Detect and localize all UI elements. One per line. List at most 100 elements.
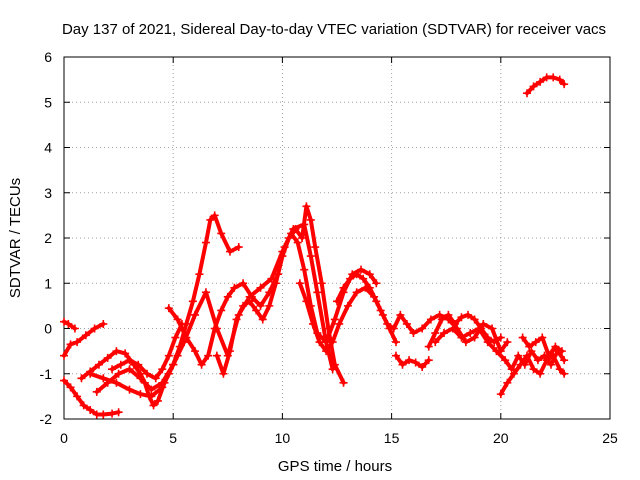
x-axis-label: GPS time / hours <box>278 458 392 475</box>
data-point <box>252 306 261 315</box>
data-point <box>470 333 479 342</box>
data-point <box>70 324 79 333</box>
data-point <box>551 342 560 351</box>
data-point <box>503 378 512 387</box>
data-point <box>424 356 433 365</box>
data-point <box>365 283 374 292</box>
data-point <box>223 292 232 301</box>
data-point <box>557 347 566 356</box>
data-point <box>219 369 228 378</box>
x-tick-label: 0 <box>60 430 68 446</box>
data-point <box>116 360 125 369</box>
data-point <box>112 378 121 387</box>
data-series <box>60 73 569 419</box>
data-point <box>457 333 466 342</box>
series-line <box>62 319 77 331</box>
series-line <box>110 322 184 381</box>
data-point <box>295 279 304 288</box>
series-line <box>498 353 567 397</box>
series-line <box>297 281 510 354</box>
data-point <box>324 324 333 333</box>
data-point <box>418 362 427 371</box>
data-point <box>114 369 123 378</box>
data-point <box>79 401 88 410</box>
data-point <box>523 351 532 360</box>
data-point <box>466 329 475 338</box>
data-point <box>405 356 414 365</box>
data-point <box>335 319 344 328</box>
x-tick-label: 15 <box>384 430 400 446</box>
data-point <box>450 319 459 328</box>
series-arc14 <box>431 324 569 374</box>
data-point <box>158 365 167 374</box>
data-point <box>188 297 197 306</box>
data-point <box>385 324 394 333</box>
data-point <box>212 351 221 360</box>
data-point <box>555 365 564 374</box>
data-point <box>195 270 204 279</box>
data-point <box>265 301 274 310</box>
data-point <box>435 310 444 319</box>
data-point <box>234 243 243 252</box>
data-point <box>64 319 73 328</box>
data-point <box>343 301 352 310</box>
y-tick-label: -2 <box>40 411 53 427</box>
data-point <box>372 279 381 288</box>
data-point <box>210 324 219 333</box>
y-tick-label: 6 <box>44 49 52 65</box>
data-point <box>411 358 420 367</box>
series-arc16 <box>518 333 566 360</box>
data-point <box>474 324 483 333</box>
data-point <box>315 338 324 347</box>
series-line <box>394 353 431 369</box>
data-point <box>346 274 355 283</box>
chart-title: Day 137 of 2021, Sidereal Day-to-day VTE… <box>62 21 606 38</box>
data-point <box>431 338 440 347</box>
data-point <box>225 247 234 256</box>
data-point <box>217 229 226 238</box>
data-point <box>225 347 234 356</box>
data-point <box>271 279 280 288</box>
data-point <box>396 310 405 319</box>
data-point <box>483 338 492 347</box>
data-point <box>142 369 151 378</box>
y-tick-label: 0 <box>44 321 52 337</box>
data-point <box>431 329 440 338</box>
data-point <box>180 338 189 347</box>
data-point <box>60 351 68 360</box>
series-line <box>335 272 398 345</box>
data-point <box>339 283 348 292</box>
data-point <box>73 392 82 401</box>
data-point <box>313 288 322 297</box>
data-point <box>542 356 551 365</box>
data-point <box>112 347 121 356</box>
data-point <box>308 319 317 328</box>
data-point <box>479 319 488 328</box>
data-point <box>125 356 134 365</box>
data-point <box>378 310 387 319</box>
data-point <box>533 356 542 365</box>
data-point <box>514 351 523 360</box>
data-point <box>457 313 466 322</box>
data-point <box>300 265 309 274</box>
data-point <box>328 338 337 347</box>
data-point <box>99 410 108 419</box>
data-point <box>496 333 505 342</box>
y-tick-label: -1 <box>40 366 53 382</box>
data-point <box>306 252 315 261</box>
data-point <box>560 356 569 365</box>
data-point <box>352 270 361 279</box>
data-point <box>81 331 90 340</box>
data-point <box>409 329 418 338</box>
y-tick-label: 5 <box>44 94 52 110</box>
data-point <box>86 369 95 378</box>
y-tick-label: 1 <box>44 275 52 291</box>
data-point <box>182 333 191 342</box>
data-point <box>173 315 182 324</box>
data-point <box>108 365 117 374</box>
data-point <box>529 82 538 91</box>
data-point <box>544 351 553 360</box>
data-point <box>298 234 307 242</box>
data-point <box>293 238 302 247</box>
